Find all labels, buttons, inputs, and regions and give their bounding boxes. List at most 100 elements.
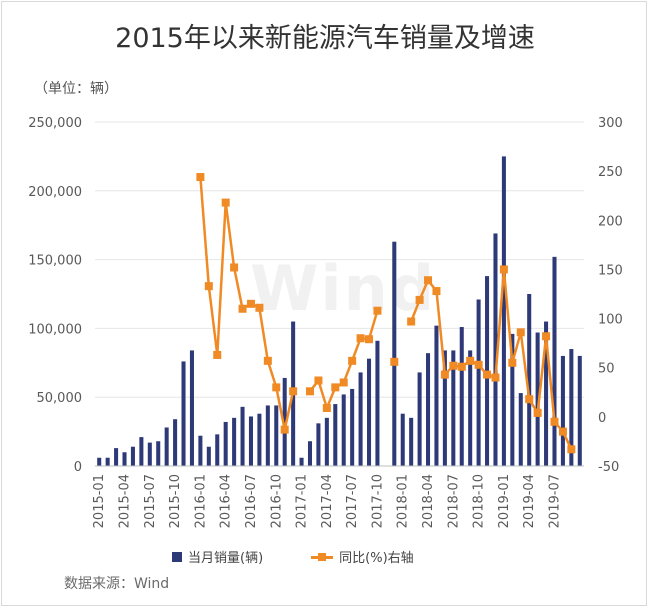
point-2016-11 <box>280 425 289 434</box>
point-2019-01 <box>499 265 508 274</box>
point-2016-12 <box>289 387 298 396</box>
point-2017-08 <box>356 334 365 343</box>
bar-2016-09 <box>265 405 270 466</box>
bar-2018-03 <box>417 372 422 466</box>
right-tick-label: 250 <box>598 165 623 180</box>
legend-line-label: 同比(%)右轴 <box>339 551 414 566</box>
bar-2017-02 <box>307 441 313 466</box>
x-tick-label: 2015-04 <box>118 474 133 528</box>
bar-2015-05 <box>130 446 135 466</box>
right-tick-label: -50 <box>598 460 619 475</box>
bar-2019-07 <box>552 256 557 466</box>
x-tick-label: 2016-04 <box>219 474 234 528</box>
point-2016-04 <box>221 198 230 207</box>
bar-2015-03 <box>114 448 119 466</box>
right-tick-label: 200 <box>598 214 623 229</box>
bar-2016-07 <box>248 416 253 466</box>
legend-line-swatch <box>311 552 334 562</box>
bar-2017-05 <box>333 404 338 466</box>
point-2016-06 <box>238 304 247 313</box>
point-2019-06 <box>542 332 551 341</box>
bar-2017-08 <box>358 372 363 466</box>
bar-2016-04 <box>223 421 228 466</box>
point-2017-09 <box>365 335 374 344</box>
right-tick-label: 300 <box>598 116 623 131</box>
bar-2015-06 <box>139 437 144 466</box>
point-2018-05 <box>432 287 441 296</box>
bar-2017-03 <box>316 423 321 466</box>
x-tick-label: 2018-07 <box>446 474 461 528</box>
point-2019-08 <box>558 427 567 436</box>
bar-2015-11 <box>181 361 186 466</box>
bar-2017-04 <box>324 417 329 466</box>
legend-bar-label: 当月销量(辆) <box>188 551 264 566</box>
growth-line <box>199 176 295 431</box>
x-tick-label: 2015-01 <box>92 474 107 528</box>
point-2018-06 <box>440 370 449 379</box>
x-tick-label: 2019-01 <box>497 474 512 528</box>
bar-2019-03 <box>518 393 523 466</box>
bar-2018-12 <box>493 233 498 466</box>
point-2017-07 <box>348 356 357 365</box>
bar-2019-10 <box>577 355 582 466</box>
point-2016-10 <box>272 383 281 392</box>
right-tick-label: 50 <box>598 362 615 377</box>
legend-item-line: 同比(%)右轴 <box>311 547 414 566</box>
left-tick-label: 50,000 <box>37 391 83 406</box>
point-2019-09 <box>567 445 576 454</box>
right-tick-label: 0 <box>598 411 606 426</box>
point-2018-10 <box>474 360 483 369</box>
x-tick-label: 2017-04 <box>320 474 335 528</box>
point-2018-12 <box>491 373 500 382</box>
bar-2015-01 <box>97 457 102 466</box>
point-2016-08 <box>255 303 264 312</box>
point-2018-08 <box>457 362 466 371</box>
point-2017-10 <box>373 306 382 315</box>
bar-2017-09 <box>366 358 372 466</box>
unit-label: （单位：辆） <box>34 81 118 97</box>
bar-2019-08 <box>560 355 565 466</box>
point-2017-06 <box>339 378 348 387</box>
point-2017-04 <box>322 404 331 413</box>
bar-2017-01 <box>299 457 304 466</box>
bar-2016-10 <box>274 405 279 466</box>
bar-2018-08 <box>459 327 464 466</box>
left-axis: 0 50,000 100,000 150,000 200,000 250,000 <box>28 116 82 475</box>
left-tick-label: 250,000 <box>28 116 82 131</box>
point-2017-05 <box>331 383 340 392</box>
right-axis: -50 0 50 100 150 200 250 300 <box>598 116 623 475</box>
x-tick-label: 2017-01 <box>295 474 310 528</box>
bar-2016-08 <box>257 413 262 466</box>
bar-2017-06 <box>341 394 346 466</box>
bar-2015-09 <box>164 427 169 466</box>
bar-2017-07 <box>350 388 355 466</box>
x-tick-label: 2017-07 <box>345 474 360 528</box>
point-2016-07 <box>246 299 255 308</box>
bar-2019-02 <box>510 333 515 466</box>
x-tick-label: 2015-10 <box>168 474 183 528</box>
bar-2016-03 <box>215 434 220 466</box>
x-tick-label: 2019-04 <box>522 474 537 528</box>
bar-2018-09 <box>468 350 473 466</box>
bar-2019-01 <box>501 156 506 466</box>
bar-2018-05 <box>434 325 439 466</box>
x-tick-label: 2018-10 <box>472 474 487 528</box>
x-tick-label: 2016-01 <box>193 474 208 528</box>
point-2016-01 <box>196 173 205 182</box>
point-2017-12 <box>390 357 399 366</box>
chart-title: 2015年以来新能源汽车销量及增速 <box>115 23 535 54</box>
left-tick-label: 100,000 <box>28 322 82 337</box>
bar-2018-04 <box>426 353 431 466</box>
point-2016-05 <box>230 263 239 272</box>
point-2018-07 <box>449 361 458 370</box>
point-2018-11 <box>483 370 492 379</box>
bar-2016-11 <box>282 377 287 466</box>
bar-2016-02 <box>206 446 211 466</box>
line-series <box>196 173 576 454</box>
right-tick-label: 100 <box>598 313 623 328</box>
point-2018-02 <box>407 317 416 326</box>
bar-2018-06 <box>442 350 447 466</box>
x-tick-label: 2018-04 <box>421 474 436 528</box>
